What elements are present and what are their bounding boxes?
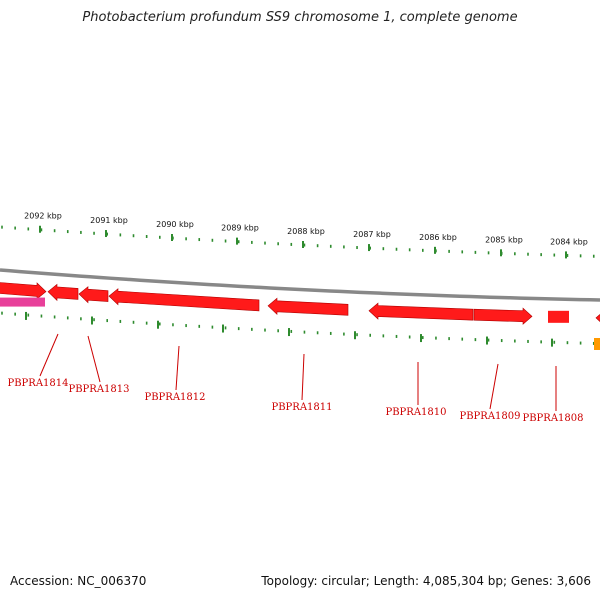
gene-arrow-pbpra1810[interactable] xyxy=(368,302,474,321)
gene-leader-line xyxy=(301,353,305,401)
kbp-label: 2090 kbp xyxy=(156,220,194,229)
gene-label[interactable]: PBPRA1814 xyxy=(7,378,68,389)
kbp-label: 2088 kbp xyxy=(287,227,325,236)
gene-label[interactable]: PBPRA1808 xyxy=(522,413,583,424)
gene-label[interactable]: PBPRA1813 xyxy=(68,384,129,395)
gene-arrow-pbpra1808[interactable] xyxy=(548,310,569,323)
gene-leader-line xyxy=(39,333,59,377)
kbp-label: 2091 kbp xyxy=(90,216,128,225)
gene-arrow-pbpra1814[interactable] xyxy=(0,282,47,300)
gene-leader-line xyxy=(489,363,499,410)
gene-arrow-orange[interactable] xyxy=(594,338,600,350)
kbp-label: 2085 kbp xyxy=(485,235,523,244)
kbp-label: 2087 kbp xyxy=(353,230,391,239)
gene-arrow-pbpra1813a[interactable] xyxy=(47,283,79,302)
gene-arrow-pbpra1811[interactable] xyxy=(267,297,349,316)
gene-leader-line xyxy=(87,335,101,383)
kbp-label: 2092 kbp xyxy=(24,212,62,221)
map-title: Photobacterium profundum SS9 chromosome … xyxy=(82,10,518,25)
kbp-label: 2089 kbp xyxy=(221,224,259,233)
genome-summary: Topology: circular; Length: 4,085,304 bp… xyxy=(261,574,591,588)
gene-arrow-pbpra1812[interactable] xyxy=(108,288,260,312)
gene-arrow-pbpra1809[interactable] xyxy=(473,307,533,325)
gene-arrow-pink[interactable] xyxy=(0,297,45,307)
gene-arrow-partial[interactable] xyxy=(595,310,600,326)
gene-leader-line xyxy=(175,345,180,391)
accession-label: Accession: NC_006370 xyxy=(10,574,147,588)
gene-arrow-pbpra1813[interactable] xyxy=(78,286,109,304)
gene-label[interactable]: PBPRA1810 xyxy=(385,407,446,418)
gene-label[interactable]: PBPRA1812 xyxy=(144,392,205,403)
backbone-line xyxy=(0,268,600,302)
kbp-label: 2084 kbp xyxy=(550,237,588,246)
gene-label[interactable]: PBPRA1809 xyxy=(459,411,520,422)
kbp-label: 2086 kbp xyxy=(419,233,457,242)
gene-label[interactable]: PBPRA1811 xyxy=(271,402,332,413)
